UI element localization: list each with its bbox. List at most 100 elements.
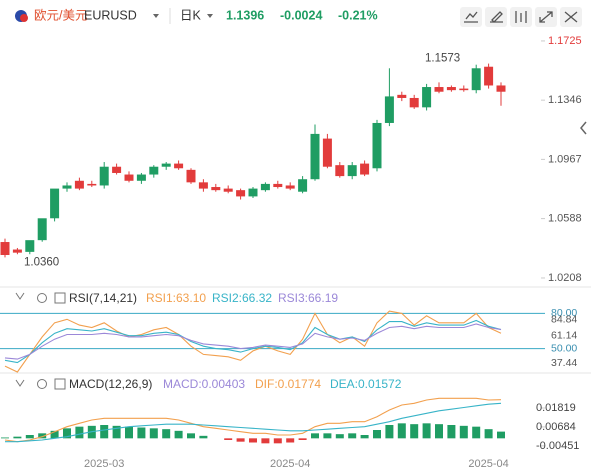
candle-body bbox=[273, 183, 283, 188]
change: -0.0024 bbox=[280, 8, 322, 22]
macd-bar bbox=[25, 435, 34, 439]
value-marker: 37.44 bbox=[551, 357, 577, 369]
price: 1.1396 bbox=[226, 8, 264, 22]
candle-body bbox=[360, 163, 370, 175]
candle-body bbox=[446, 87, 456, 91]
y-tick-label: 1.0208 bbox=[548, 272, 582, 284]
collapse-arrow[interactable] bbox=[580, 121, 587, 135]
period[interactable]: 日K bbox=[180, 8, 202, 22]
macd-bar bbox=[435, 424, 443, 439]
macd-title: MACD(12,26,9) bbox=[69, 377, 152, 391]
dropdown-arrow[interactable] bbox=[153, 14, 159, 18]
macd-line bbox=[4, 397, 502, 443]
candle-body bbox=[384, 96, 394, 123]
y-tick-label: 1.0588 bbox=[548, 213, 582, 225]
tool-button[interactable] bbox=[485, 7, 507, 27]
macd-bar bbox=[422, 423, 431, 439]
macd-bar bbox=[149, 428, 158, 439]
candle-body bbox=[471, 68, 481, 91]
candle-body bbox=[335, 165, 345, 177]
candle-body bbox=[136, 174, 146, 181]
macd-bar bbox=[75, 426, 84, 439]
macd-bar bbox=[459, 425, 468, 439]
macd-bar bbox=[335, 434, 344, 439]
x-tick-label: 2025-04 bbox=[270, 458, 310, 470]
candle-body bbox=[322, 138, 332, 167]
candle-body bbox=[236, 190, 246, 197]
rsi-line bbox=[4, 323, 502, 360]
macd-bar bbox=[373, 430, 381, 439]
tool-icon bbox=[490, 11, 503, 23]
tool-button[interactable] bbox=[460, 7, 482, 27]
toolbar bbox=[460, 7, 582, 27]
macd-bar bbox=[273, 438, 282, 444]
candle-body bbox=[62, 185, 72, 189]
macd-bar bbox=[224, 438, 233, 440]
tool-icon bbox=[464, 11, 478, 23]
candle-body bbox=[112, 166, 122, 173]
candle-body bbox=[372, 122, 382, 169]
candle-body bbox=[37, 218, 47, 241]
candle-body bbox=[12, 249, 22, 253]
collapse-icon[interactable] bbox=[15, 379, 25, 387]
x-tick-label: 2025-04 bbox=[468, 458, 508, 470]
candle-body bbox=[310, 133, 320, 180]
dropdown-arrow[interactable] bbox=[207, 14, 213, 18]
macd-bar bbox=[1, 437, 9, 439]
legend-entry: DIF:0.01774 bbox=[255, 377, 321, 391]
candle-body bbox=[223, 188, 233, 192]
value-marker: 84.84 bbox=[551, 314, 577, 326]
macd-bar bbox=[13, 436, 22, 439]
candle-body bbox=[50, 188, 60, 219]
y-tick-label: -0.00451 bbox=[536, 440, 579, 452]
macd-bar bbox=[360, 435, 369, 439]
candle-body bbox=[347, 165, 357, 177]
candle-body bbox=[397, 94, 407, 98]
macd-bar bbox=[298, 438, 307, 440]
y-tick-label: 0.00684 bbox=[536, 421, 576, 433]
macd-bar bbox=[63, 428, 71, 439]
settings-icon[interactable] bbox=[37, 379, 47, 389]
candle-body bbox=[198, 182, 208, 189]
candle-body bbox=[0, 242, 10, 255]
flag-icon bbox=[20, 14, 28, 22]
price-annotation: 1.0360 bbox=[24, 256, 59, 268]
macd-bar bbox=[199, 435, 208, 439]
legend-entry: MACD:0.00403 bbox=[163, 377, 245, 391]
macd-bar bbox=[323, 433, 332, 439]
candle-body bbox=[459, 88, 469, 91]
macd-bar bbox=[112, 425, 121, 439]
candle-body bbox=[87, 183, 97, 186]
settings-icon[interactable] bbox=[37, 293, 47, 303]
macd-bar bbox=[100, 425, 109, 439]
candle-body bbox=[260, 183, 270, 191]
candle-body bbox=[298, 179, 308, 192]
rsi-controls bbox=[15, 292, 66, 390]
candle-body bbox=[422, 87, 432, 108]
candle-body bbox=[174, 163, 184, 169]
candle-body bbox=[74, 180, 84, 189]
macd-bar bbox=[311, 433, 319, 439]
legend-entry: RSI1:63.10 bbox=[146, 291, 206, 305]
y-tick-label: 1.0967 bbox=[548, 153, 582, 165]
y-tick-label: 1.1725 bbox=[548, 35, 582, 47]
checkbox[interactable] bbox=[54, 378, 66, 390]
legend-entry: DEA:0.01572 bbox=[330, 377, 402, 391]
candle-body bbox=[25, 240, 35, 252]
macd-bar bbox=[261, 438, 270, 444]
candle-body bbox=[496, 85, 506, 92]
checkbox[interactable] bbox=[54, 292, 66, 304]
rsi-line bbox=[4, 310, 502, 373]
macd-bar bbox=[286, 438, 295, 443]
x-tick-label: 2025-03 bbox=[84, 458, 124, 470]
collapse-icon[interactable] bbox=[15, 292, 25, 300]
pair-name[interactable]: 欧元/美元 bbox=[34, 8, 87, 22]
candle-body bbox=[248, 188, 258, 197]
y-tick-label: 0.01819 bbox=[536, 402, 576, 414]
rsi-title: RSI(7,14,21) bbox=[69, 291, 137, 305]
macd-bar bbox=[497, 431, 505, 439]
symbol[interactable]: EURUSD bbox=[84, 8, 137, 22]
macd-bar bbox=[385, 425, 394, 439]
